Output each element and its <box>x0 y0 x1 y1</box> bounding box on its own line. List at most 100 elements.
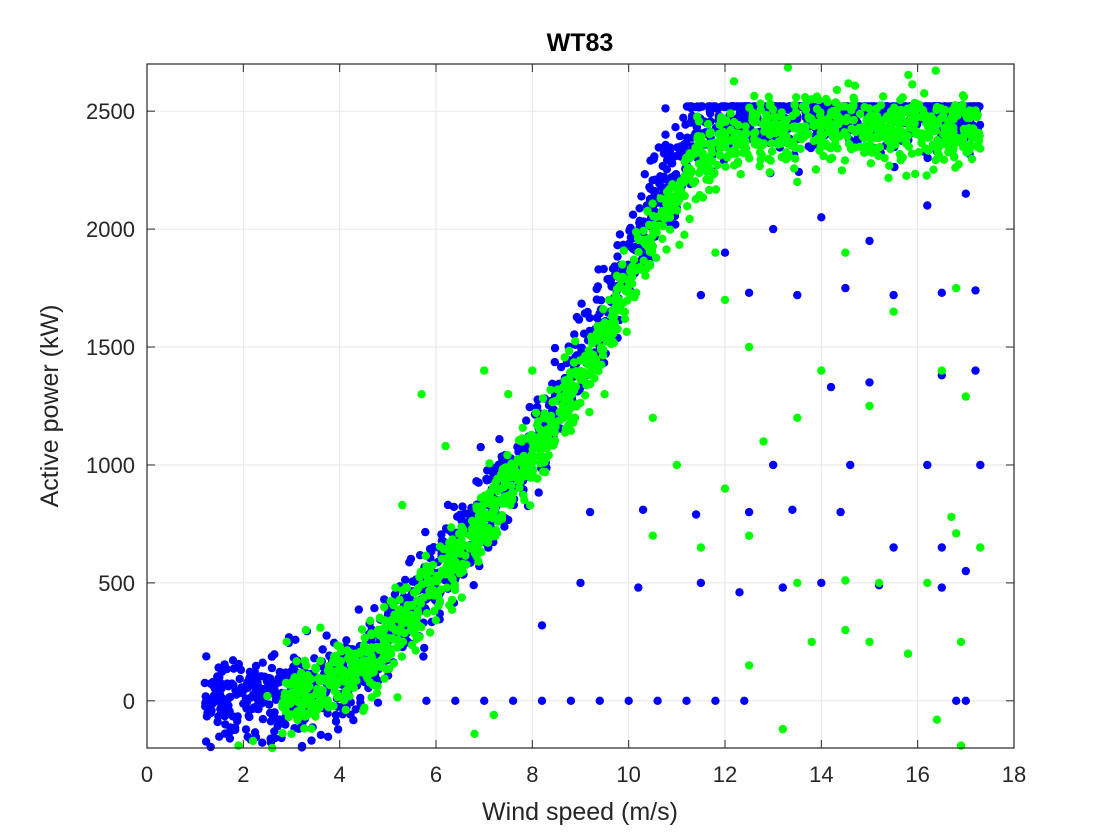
series-b-point <box>940 139 949 149</box>
series-b-point <box>470 729 479 738</box>
series-a-point <box>637 192 646 201</box>
series-a-point <box>322 631 331 640</box>
series-b-point <box>422 609 432 618</box>
series-a-point <box>654 143 663 152</box>
series-a-point <box>585 507 595 517</box>
series-b-point <box>618 260 627 269</box>
series-b-point <box>792 93 801 102</box>
series-a-point <box>422 696 431 705</box>
series-b-point <box>336 692 345 701</box>
series-b-point <box>860 122 869 131</box>
series-b-point <box>434 601 443 610</box>
series-b-point <box>513 476 523 485</box>
series-b-point <box>560 390 570 400</box>
series-a-point <box>488 468 497 477</box>
series-b-point <box>901 139 910 148</box>
series-b-point <box>474 557 483 566</box>
series-b-point <box>949 152 959 161</box>
series-a-point <box>691 510 701 519</box>
series-b-point <box>341 705 350 715</box>
series-b-point <box>615 281 625 291</box>
series-b-point <box>914 148 923 157</box>
series-b-point <box>585 380 595 389</box>
series-b-point <box>298 708 308 717</box>
series-b-point <box>831 98 840 107</box>
series-b-point <box>544 451 553 460</box>
series-a-point <box>596 296 606 305</box>
series-b-point <box>664 196 673 205</box>
series-b-point <box>815 146 824 155</box>
series-b-point <box>572 402 581 411</box>
series-b-point <box>876 101 886 110</box>
series-a-point <box>635 216 644 225</box>
series-b-point <box>406 610 415 620</box>
series-b-point <box>398 500 407 510</box>
series-b-point <box>449 541 459 550</box>
series-b-point <box>560 353 569 362</box>
series-b-point <box>764 92 773 102</box>
series-a-point <box>537 696 547 705</box>
series-a-point <box>228 656 238 665</box>
series-b-point <box>282 637 291 647</box>
series-a-point <box>826 382 836 392</box>
series-b-point <box>422 571 431 580</box>
series-b-point <box>377 662 386 672</box>
series-b-point <box>295 687 304 696</box>
series-b-point <box>534 417 543 426</box>
series-b-point <box>376 625 385 635</box>
series-b-point <box>450 585 460 595</box>
series-b-point <box>569 358 579 367</box>
series-a-point <box>682 696 691 705</box>
series-b-point <box>611 291 620 300</box>
series-b-point <box>694 159 704 168</box>
series-a-point <box>671 123 680 132</box>
series-b-point <box>789 123 799 132</box>
series-b-point <box>486 500 496 509</box>
series-a-point <box>429 543 438 552</box>
series-b-point <box>538 394 548 403</box>
series-b-point <box>550 397 560 406</box>
series-b-point <box>862 115 871 125</box>
series-b-point <box>398 586 407 595</box>
series-b-point <box>443 553 452 562</box>
series-a-point <box>270 727 279 736</box>
series-b-point <box>833 144 842 153</box>
series-b-point <box>584 346 593 355</box>
series-b-point <box>366 616 375 625</box>
series-a-point <box>836 507 845 517</box>
series-a-point <box>258 658 267 667</box>
series-a-point <box>522 416 531 425</box>
series-b-point <box>780 124 789 134</box>
series-b-point <box>777 108 786 117</box>
series-a-point <box>961 566 970 576</box>
series-b-point <box>622 327 631 336</box>
series-b-point <box>720 295 730 305</box>
series-b-point <box>500 473 509 483</box>
series-a-point <box>281 720 290 729</box>
series-b-point <box>865 401 874 411</box>
series-b-point <box>448 535 457 544</box>
series-b-point <box>349 657 358 667</box>
series-a-point <box>463 509 473 518</box>
series-b-point <box>923 578 932 588</box>
x-tick-label: 10 <box>616 762 640 787</box>
series-a-point <box>605 274 615 283</box>
series-b-point <box>925 125 934 134</box>
series-b-point <box>720 484 730 493</box>
series-b-point <box>278 729 287 738</box>
series-b-point <box>696 543 706 552</box>
series-b-point <box>760 127 769 136</box>
x-tick-label: 8 <box>526 762 538 787</box>
series-b-point <box>287 729 296 738</box>
series-a-point <box>218 682 227 692</box>
series-b-point <box>457 593 466 602</box>
series-b-point <box>801 122 810 131</box>
series-b-point <box>324 661 334 671</box>
series-b-point <box>470 534 480 544</box>
series-a-point <box>226 727 235 736</box>
series-b-point <box>301 625 311 635</box>
series-b-point <box>744 342 754 352</box>
series-b-point <box>920 131 929 140</box>
series-b-point <box>826 144 835 153</box>
series-b-point <box>702 175 711 184</box>
